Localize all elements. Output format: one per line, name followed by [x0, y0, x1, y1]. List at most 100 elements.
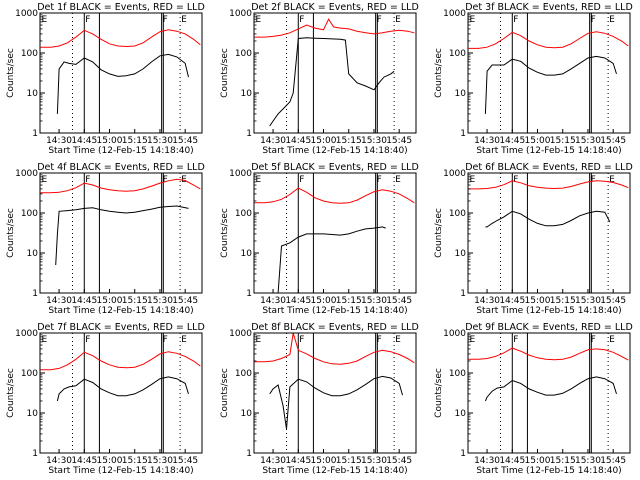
- plot-frame: [39, 332, 203, 454]
- x-tick-label: 15:00: [525, 456, 551, 466]
- x-tick-label: 15:45: [172, 136, 198, 146]
- plot-frame: [253, 12, 417, 134]
- series-events-line: [484, 376, 617, 402]
- series-events-line: [269, 226, 386, 294]
- x-tick-label: 15:30: [361, 456, 387, 466]
- x-tick-label: 15:15: [336, 136, 362, 146]
- marker-label: F: [163, 335, 168, 345]
- marker-label: E: [395, 15, 401, 25]
- y-tick-label: 1: [460, 129, 466, 139]
- x-tick-label: 14:30: [46, 456, 72, 466]
- x-axis-label: Start Time (12-Feb-15 14:18:40): [476, 146, 621, 156]
- y-tick-label: 1: [460, 289, 466, 299]
- x-tick-label: 14:30: [474, 136, 500, 146]
- x-tick-label: 14:45: [285, 456, 311, 466]
- marker-label: F: [591, 335, 596, 345]
- y-tick-label: 10: [455, 89, 467, 99]
- plot-frame: [253, 172, 417, 294]
- x-tick-label: 15:30: [361, 296, 387, 306]
- x-tick-label: 15:00: [311, 136, 337, 146]
- series-lld-line: [40, 29, 201, 48]
- y-tick-label: 1: [32, 129, 38, 139]
- x-tick-label: 14:30: [474, 456, 500, 466]
- x-tick-label: 15:45: [600, 296, 626, 306]
- chart-panel-8: Det 8f BLACK = Events, RED = LLD E F F E 1 10 1…: [220, 322, 419, 476]
- y-tick-label: 10: [241, 89, 253, 99]
- y-axis-label: Counts/sec: [220, 208, 230, 258]
- y-tick-label: 1: [246, 289, 252, 299]
- chart-title: Det 1f BLACK = Events, RED = LLD: [37, 2, 205, 13]
- chart-title: Det 9f BLACK = Events, RED = LLD: [465, 322, 633, 333]
- marker-label: F: [299, 335, 304, 345]
- x-tick-label: 15:30: [147, 456, 173, 466]
- y-tick-label: 100: [235, 209, 252, 219]
- marker-label: F: [377, 335, 382, 345]
- x-axis-label: Start Time (12-Feb-15 14:18:40): [476, 306, 621, 316]
- x-tick-label: 15:15: [336, 296, 362, 306]
- x-axis-label: Start Time (12-Feb-15 14:18:40): [48, 466, 193, 476]
- x-axis-label: Start Time (12-Feb-15 14:18:40): [262, 146, 407, 156]
- x-axis-label: Start Time (12-Feb-15 14:18:40): [48, 306, 193, 316]
- plot-frame: [39, 12, 203, 134]
- x-tick-label: 15:30: [361, 136, 387, 146]
- y-axis-label: Counts/sec: [6, 208, 16, 258]
- y-tick-label: 100: [449, 209, 466, 219]
- x-tick-label: 14:45: [285, 296, 311, 306]
- y-tick-label: 100: [235, 49, 252, 59]
- y-axis-label: Counts/sec: [220, 368, 230, 418]
- chart-title: Det 5f BLACK = Events, RED = LLD: [251, 162, 419, 173]
- chart-title: Det 2f BLACK = Events, RED = LLD: [251, 2, 419, 13]
- x-tick-label: 14:30: [46, 136, 72, 146]
- x-tick-label: 15:45: [172, 456, 198, 466]
- y-tick-label: 100: [235, 369, 252, 379]
- y-axis-label: Counts/sec: [434, 208, 444, 258]
- x-axis-label: Start Time (12-Feb-15 14:18:40): [476, 466, 621, 476]
- x-tick-label: 14:45: [71, 456, 97, 466]
- y-axis-label: Counts/sec: [6, 48, 16, 98]
- x-tick-label: 15:00: [97, 296, 123, 306]
- chart-title: Det 4f BLACK = Events, RED = LLD: [37, 162, 205, 173]
- chart-title: Det 8f BLACK = Events, RED = LLD: [251, 322, 419, 333]
- y-tick-label: 1: [32, 449, 38, 459]
- series-lld-line: [468, 347, 629, 361]
- marker-label: E: [42, 175, 48, 185]
- x-tick-label: 15:15: [122, 136, 148, 146]
- plot-frame: [253, 332, 417, 454]
- x-tick-label: 15:00: [97, 136, 123, 146]
- chart-panel-6: Det 6f BLACK = Events, RED = LLD E F F E 1 10 1…: [434, 162, 633, 316]
- x-tick-label: 15:30: [147, 296, 173, 306]
- x-tick-label: 15:00: [97, 456, 123, 466]
- y-tick-label: 1000: [15, 169, 38, 179]
- x-tick-label: 15:45: [386, 296, 412, 306]
- marker-label: E: [470, 15, 476, 25]
- y-tick-label: 10: [455, 249, 467, 259]
- y-tick-label: 10: [27, 249, 39, 259]
- x-tick-label: 14:30: [260, 136, 286, 146]
- plot-frame: [467, 12, 631, 134]
- y-axis-label: Counts/sec: [6, 368, 16, 418]
- y-tick-label: 1: [32, 289, 38, 299]
- series-events-line: [56, 53, 189, 114]
- y-tick-label: 100: [21, 209, 38, 219]
- marker-label: F: [85, 15, 90, 25]
- x-tick-label: 15:45: [172, 296, 198, 306]
- y-tick-label: 1000: [15, 9, 38, 19]
- x-tick-label: 14:45: [71, 296, 97, 306]
- marker-label: F: [513, 175, 518, 185]
- x-tick-label: 15:00: [311, 296, 337, 306]
- marker-label: F: [513, 335, 518, 345]
- y-tick-label: 10: [455, 409, 467, 419]
- marker-label: E: [609, 335, 615, 345]
- y-tick-label: 100: [449, 49, 466, 59]
- x-tick-label: 15:15: [122, 456, 148, 466]
- x-tick-label: 14:45: [71, 136, 97, 146]
- chart-panel-9: Det 9f BLACK = Events, RED = LLD E F F E 1 10 1…: [434, 322, 633, 476]
- chart-panel-1: Det 1f BLACK = Events, RED = LLD E F F E 1 10 1…: [6, 2, 205, 156]
- y-tick-label: 10: [27, 89, 39, 99]
- x-tick-label: 14:45: [499, 136, 525, 146]
- x-tick-label: 15:30: [575, 136, 601, 146]
- marker-label: E: [256, 175, 262, 185]
- series-events-line: [484, 55, 617, 114]
- series-lld-line: [254, 187, 415, 204]
